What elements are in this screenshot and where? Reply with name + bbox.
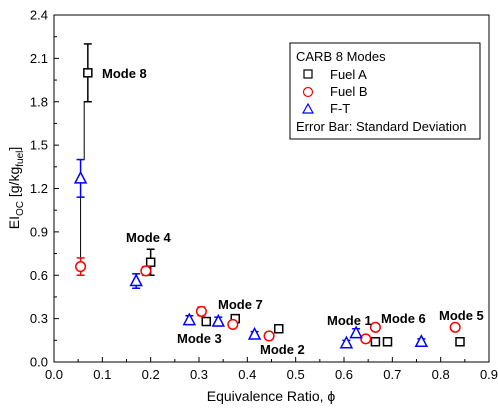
- legend-fuel-a-marker: [303, 69, 313, 79]
- annotation-mode-1: Mode 1: [327, 313, 372, 328]
- legend-note: Error Bar: Standard Deviation: [296, 119, 467, 134]
- x-tick-label-9: 0.9: [480, 367, 498, 382]
- data-point: [201, 316, 211, 327]
- data-point: [129, 273, 143, 287]
- y-tick-label-3: 0.9: [30, 224, 48, 239]
- data-point: [211, 313, 226, 327]
- x-tick-label-8: 0.8: [432, 367, 450, 382]
- x-tick-label-3: 0.3: [190, 367, 208, 382]
- data-point: [455, 337, 465, 347]
- data-series: [73, 43, 465, 349]
- y-tick-label-1: 0.3: [30, 311, 48, 326]
- tick-labels: 0.0 0.1 0.2 0.3 0.4 0.5 0.6 0.7 0.8 0.9 0.0 0.3 0.6 0…: [30, 8, 498, 383]
- annotation-mode-2: Mode 2: [260, 342, 305, 357]
- y-tick-label-7: 2.1: [30, 51, 48, 66]
- annotation-mode-4: Mode 4: [126, 230, 172, 245]
- y-axis-title-main: EI: [6, 216, 22, 229]
- data-point: [414, 334, 429, 348]
- x-tick-label-1: 0.1: [93, 367, 111, 382]
- data-point: [195, 305, 207, 317]
- legend: CARB 8 Modes Fuel A Fuel B F-T Error Bar…: [289, 42, 481, 140]
- x-tick-label-4: 0.4: [238, 367, 256, 382]
- data-point: [247, 326, 262, 340]
- data-point: [140, 265, 152, 277]
- annotation-mode-8: Mode 8: [102, 66, 147, 81]
- y-tick-label-8: 2.4: [30, 8, 48, 23]
- x-tick-label-2: 0.2: [142, 367, 160, 382]
- legend-ft-marker: [301, 102, 315, 114]
- series-f-t: [73, 158, 429, 349]
- y-tick-label-4: 1.2: [30, 181, 48, 196]
- x-tick-label-6: 0.6: [335, 367, 353, 382]
- annotation-mode-7: Mode 7: [218, 297, 263, 312]
- data-point: [182, 312, 197, 326]
- x-tick-label-0: 0.0: [45, 367, 63, 382]
- series-fuel-b: [75, 257, 461, 345]
- y-tick-label-2: 0.6: [30, 268, 48, 283]
- data-point: [73, 170, 88, 184]
- annotation-mode-6: Mode 6: [381, 311, 426, 326]
- data-point: [274, 323, 284, 334]
- data-point: [339, 335, 354, 349]
- data-point: [382, 337, 393, 347]
- y-tick-label-0: 0.0: [30, 355, 48, 370]
- y-tick-label-6: 1.8: [30, 94, 48, 109]
- data-point: [227, 318, 239, 330]
- annotation-mode-5: Mode 5: [439, 308, 484, 323]
- x-axis-title: Equivalence Ratio, ϕ: [207, 388, 336, 404]
- data-point: [369, 321, 381, 333]
- mode-labels: Mode 8 Mode 4 Mode 7 Mode 3 Mode 2 Mode …: [102, 66, 484, 357]
- y-axis-title-sub2: fuel: [15, 151, 26, 167]
- annotation-mode-3: Mode 3: [177, 331, 222, 346]
- y-tick-label-5: 1.5: [30, 138, 48, 153]
- y-axis-title-sub: OC: [15, 201, 26, 216]
- legend-ft-label: F-T: [330, 101, 350, 116]
- x-tick-label-7: 0.7: [383, 367, 401, 382]
- axis-ticks: [53, 14, 490, 363]
- data-point: [83, 68, 93, 78]
- legend-box: [289, 42, 481, 140]
- mode8-connector-lines: [80, 101, 85, 258]
- y-axis-title-end: ]: [6, 147, 22, 151]
- data-point: [360, 333, 372, 345]
- legend-fuel-b-label: Fuel B: [330, 84, 368, 99]
- x-tick-label-5: 0.5: [287, 367, 305, 382]
- series-fuel-a: [83, 43, 465, 347]
- y-axis-title: EIOC [g/kgfuel]: [6, 147, 26, 230]
- data-point: [145, 257, 156, 267]
- data-point: [449, 321, 461, 333]
- data-point: [75, 261, 87, 273]
- data-point: [349, 325, 363, 339]
- legend-fuel-a-label: Fuel A: [330, 67, 367, 82]
- legend-title: CARB 8 Modes: [296, 49, 386, 64]
- data-point: [263, 330, 275, 342]
- legend-fuel-b-marker: [302, 86, 314, 98]
- data-point: [370, 337, 381, 347]
- y-axis-title-rest: [g/kg: [6, 167, 22, 201]
